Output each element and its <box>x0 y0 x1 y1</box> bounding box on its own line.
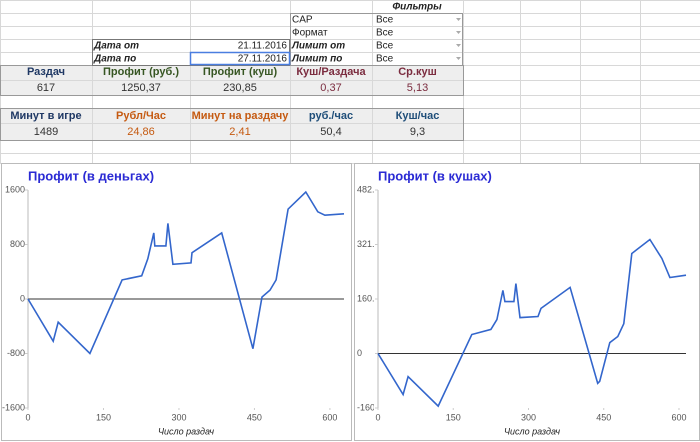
data-line <box>27 190 345 355</box>
filter-value: Все <box>376 15 394 26</box>
x-tick-label: 600 <box>671 412 686 422</box>
x-tick-label: 300 <box>171 412 186 422</box>
y-tick-label: 800 <box>10 239 25 249</box>
stat-value: 1250,37 <box>121 82 161 94</box>
date-label: Дата от <box>93 41 139 52</box>
stat-value: 230,85 <box>223 82 257 94</box>
y-tick-label: 321.4 <box>357 239 380 249</box>
x-axis-label: Число раздач <box>504 426 560 436</box>
stat-header: Минут на раздачу <box>192 110 290 122</box>
y-tick-label: 1600 <box>5 184 25 194</box>
stat-value: 24,86 <box>127 126 155 138</box>
stat-header: Куш/час <box>396 110 440 122</box>
filter-border <box>290 13 463 66</box>
filter-value: Все <box>376 41 394 52</box>
y-tick-label: 160.7 <box>357 293 380 303</box>
stat-value: 5,13 <box>407 82 428 94</box>
date-value[interactable]: 27.11.2016 <box>238 54 288 65</box>
y-tick-label: -160.7 <box>357 402 383 412</box>
stat-header: Профит (куш) <box>203 66 278 78</box>
x-tick-label: 150 <box>446 412 461 422</box>
stat-header: Раздач <box>27 66 65 78</box>
stat-header: Ср.куш <box>398 66 437 78</box>
y-tick-label: 0 <box>357 348 362 358</box>
dropdown-arrow[interactable] <box>456 31 461 34</box>
x-tick-label: 600 <box>322 412 337 422</box>
dropdown-arrow[interactable] <box>456 44 461 47</box>
chart-title: Профит (в кушах) <box>378 168 492 183</box>
x-tick-label: 300 <box>521 412 536 422</box>
filters-title: Фильтры <box>392 2 442 13</box>
x-tick-label: 150 <box>96 412 111 422</box>
x-axis-label: Число раздач <box>158 426 214 436</box>
dropdown-arrow[interactable] <box>456 18 461 21</box>
stat-value: 2,41 <box>229 126 250 138</box>
stats-border <box>0 108 464 141</box>
filter-label: Формат <box>292 28 328 39</box>
selected-cell <box>189 51 291 66</box>
stat-header: Рубл/Час <box>116 110 166 122</box>
filter-label: Лимит по <box>291 54 342 65</box>
filter-label: Лимит от <box>291 41 345 52</box>
x-tick-label: 0 <box>25 412 30 422</box>
y-tick-label: 0 <box>20 293 25 303</box>
stat-header: Минут в игре <box>10 110 81 122</box>
filter-label: CAP <box>292 15 313 26</box>
y-tick-label: -800 <box>7 348 25 358</box>
y-tick-label: 482.1 <box>357 184 380 194</box>
filter-value: Все <box>376 28 394 39</box>
chart-frame <box>1 163 352 441</box>
stat-header: Куш/Раздача <box>296 66 366 78</box>
y-tick-label: -1600 <box>2 402 25 412</box>
stat-value: 9,3 <box>410 126 425 138</box>
dropdown-arrow[interactable] <box>456 57 461 60</box>
chart-title: Профит (в деньгах) <box>28 168 154 183</box>
stat-value: 617 <box>37 82 55 94</box>
filter-value: Все <box>376 54 394 65</box>
date-value[interactable]: 21.11.2016 <box>238 41 288 52</box>
stat-value: 0,37 <box>320 82 341 94</box>
x-tick-label: 450 <box>247 412 262 422</box>
date-label: Дата по <box>93 54 136 65</box>
stat-header: Профит (руб.) <box>103 66 179 78</box>
x-tick-label: 0 <box>375 412 380 422</box>
stat-header: руб./час <box>309 110 353 122</box>
stat-value: 50,4 <box>320 126 341 138</box>
chart-frame <box>354 163 700 441</box>
x-tick-label: 450 <box>596 412 611 422</box>
stat-value: 1489 <box>34 126 58 138</box>
data-line <box>377 238 687 408</box>
